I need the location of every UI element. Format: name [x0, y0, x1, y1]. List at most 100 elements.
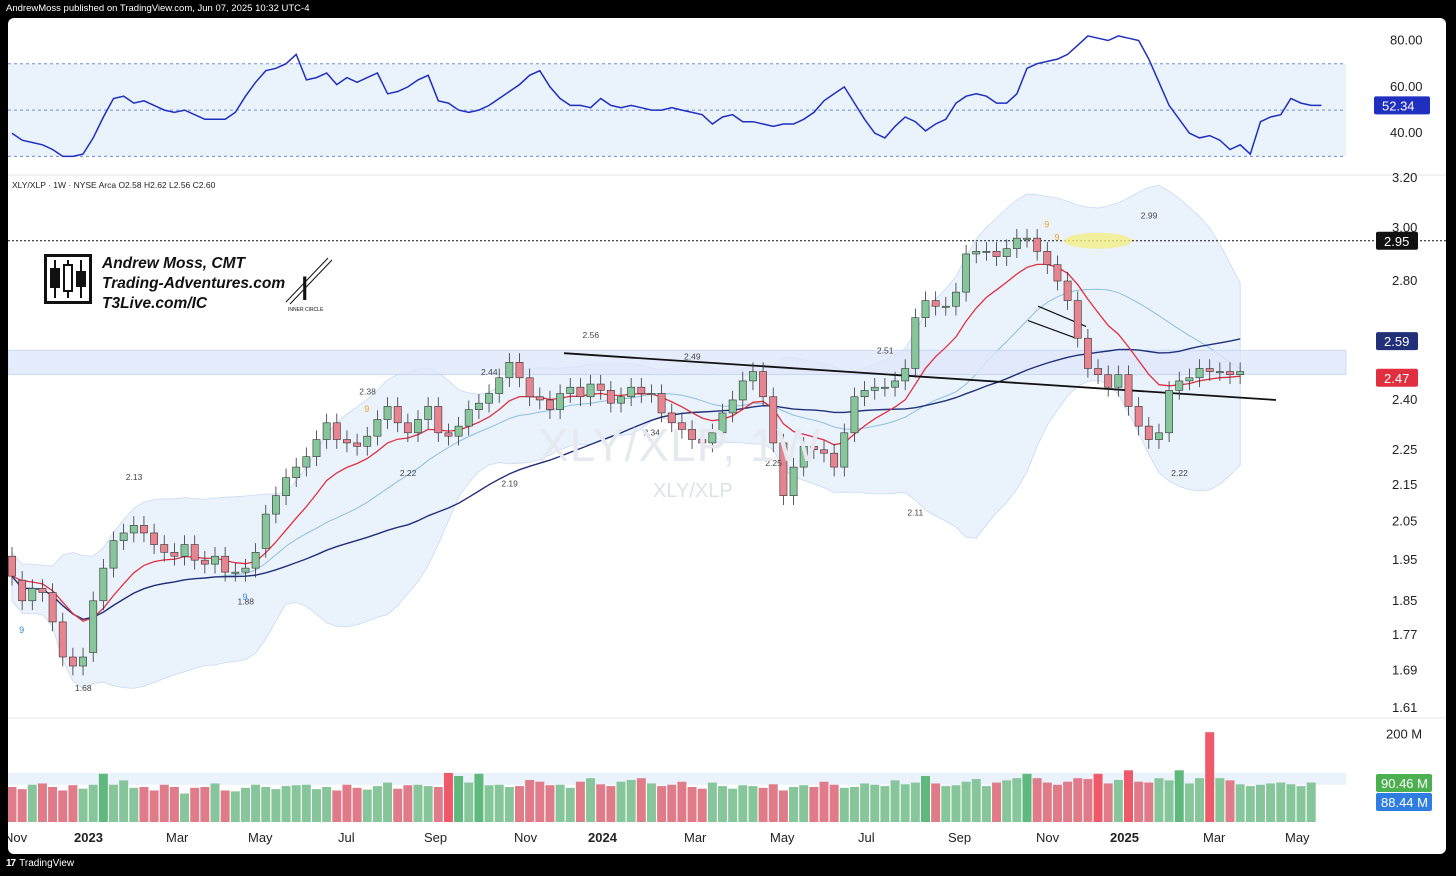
candle-body [332, 422, 341, 440]
price-axis[interactable]: 3.20 3.00 2.80 2.40 2.25 2.15 2.05 1.95 1.85 1.77… [1376, 170, 1418, 715]
candle-body [992, 250, 1001, 257]
candle-body [282, 477, 290, 496]
volume-bar [1286, 784, 1296, 822]
volume-bar [1266, 783, 1276, 822]
volume-bar [738, 785, 748, 822]
candle-body [820, 449, 828, 454]
volume-bar [707, 782, 717, 822]
point-label: 1.68 [75, 683, 92, 693]
volume-bar [870, 784, 880, 822]
volume-bar [1073, 778, 1083, 822]
volume-bar [78, 788, 88, 822]
price-tick-label: 2.25 [1392, 442, 1417, 457]
volume-badge-label: 90.46 M [1381, 776, 1428, 791]
candle-body [241, 567, 250, 573]
volume-bar [646, 783, 656, 822]
volume-avg-badge [1376, 793, 1432, 811]
volume-bar [535, 781, 545, 822]
price-tick-label: 1.95 [1392, 552, 1417, 567]
volume-bar [525, 779, 535, 822]
volume-bar [139, 786, 149, 822]
point-label: 2.25 [765, 458, 782, 468]
volume-bar [372, 786, 382, 822]
volume-bar [1306, 782, 1316, 822]
volume-bar [98, 773, 108, 822]
candle-body [901, 368, 910, 382]
sell-signal-mark: 9 [364, 404, 369, 414]
point-label: 2.44 [481, 367, 498, 377]
volume-bar [504, 786, 514, 822]
volume-bar [27, 784, 37, 822]
logo-caption: INNER CIRCLE [288, 307, 324, 313]
point-label: 2.38 [359, 386, 376, 396]
candle-body [769, 396, 778, 444]
candle-body [140, 525, 148, 534]
time-tick-label: Nov [1036, 830, 1060, 845]
candle-body [596, 383, 605, 391]
point-label: 2.13 [126, 472, 143, 482]
volume-bar [900, 784, 910, 822]
candle-body [200, 559, 209, 565]
author-site: Trading-Adventures.com [102, 275, 286, 292]
time-tick-label: May [1285, 830, 1310, 845]
volume-bar [657, 786, 667, 822]
volume-bar [1164, 780, 1174, 822]
author-lines: Andrew Moss, CMT Trading-Adventures.com … [102, 254, 285, 314]
point-label: 2.56 [583, 330, 600, 340]
candle-body [738, 380, 747, 401]
volume-bar [352, 787, 362, 822]
volume-bar [515, 786, 524, 822]
volume-bar [1144, 782, 1154, 822]
buy-signal-mark: 9 [1247, 18, 1252, 20]
volume-bar [718, 786, 727, 822]
rsi-last-badge [1374, 96, 1430, 115]
candle-body [1226, 371, 1234, 375]
time-tick-label: Jul [858, 830, 875, 845]
volume-bar [159, 784, 169, 822]
watermark-symbol: XLY/XLP, 1W [538, 419, 821, 471]
chart-svg[interactable]: 80.00 60.00 40.00 52.34 1.68 2.13 1.88 2.38 2.2… [8, 18, 1446, 854]
point-label: 2.99 [1141, 210, 1158, 220]
candle-body [728, 399, 737, 414]
candle-body [474, 402, 483, 410]
candle-body [515, 362, 524, 379]
volume-bar [1093, 773, 1103, 822]
volume-bar [910, 782, 920, 822]
candle-body [109, 540, 118, 569]
volume-bar [88, 784, 98, 822]
volume-bar [403, 785, 413, 822]
volume-bar [433, 786, 443, 822]
volume-bar [667, 784, 677, 822]
volume-bar [1174, 770, 1184, 822]
volume-bar [789, 786, 799, 822]
price-tick-label: 2.80 [1392, 273, 1417, 288]
price-tick-label: 2.40 [1392, 392, 1417, 407]
published-header: AndrewMoss published on TradingView.com,… [6, 3, 310, 14]
volume-bar [48, 786, 58, 822]
volume-bar [616, 781, 626, 822]
volume-bar [758, 787, 768, 822]
candlestick-logo-icon [44, 254, 92, 304]
volume-bar [1276, 782, 1286, 822]
candle-body [1236, 371, 1245, 375]
price-badge [1376, 368, 1418, 387]
candle-body [1215, 371, 1224, 374]
volume-bar [413, 784, 423, 822]
candle-body [850, 396, 859, 434]
candle-body [454, 425, 463, 437]
volume-bar [819, 781, 829, 822]
candle-body [292, 466, 301, 478]
volume-bar [1235, 784, 1245, 822]
volume-bar [1063, 781, 1073, 822]
candle-body [789, 466, 798, 496]
volume-bar [210, 783, 220, 822]
candle-body [921, 300, 930, 319]
volume-bar [1032, 778, 1042, 822]
point-label: 1.88 [237, 596, 254, 606]
volume-bar [677, 781, 687, 822]
price-badge-label: 2.47 [1384, 371, 1409, 386]
time-tick-label: Sep [948, 830, 971, 845]
volume-bar [1245, 786, 1255, 822]
candle-body [190, 544, 199, 561]
